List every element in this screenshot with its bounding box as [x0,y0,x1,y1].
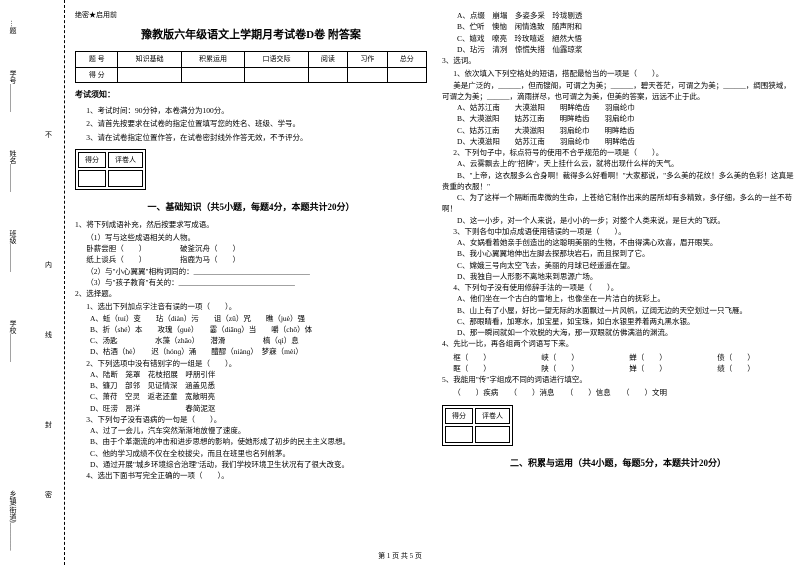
sb-col: 评卷人 [475,408,510,425]
notice-item: 3、请在试卷指定位置作答，在试卷密封线外作答无效，不予评分。 [75,132,427,143]
column-right: A、点缀 崩塌 多姿多采 玲珑剔透 B、伫听 懊恼 闲情逸致 随声附和 C、嬉戏… [442,10,794,555]
binding-top: …题 [8,20,18,34]
q2-oD: D、枯酒（hè） 迟（hónɡ）涌 醴醪（niànɡ） 梦寐（mèi） [75,346,427,357]
q2-s3: 3、下列句子没有语病的一句是（ ）。 [75,414,427,425]
q4-row2: 眶（ ） 陕（ ） 婵（ ） 绩（ ） [442,363,794,374]
section-title-2: 二、积累与运用（共4小题，每题5分，本题共计20分） [442,457,794,471]
q3-oC: C、姑苏江南 大漠滋阳 羽扇纶巾 明眸皓齿 [442,125,794,136]
td: 得 分 [76,67,118,83]
q3-s2: 2、下列句子中，标点符号的使用不合乎规范的一项是（ ）。 [442,147,794,158]
th: 阅读 [308,52,347,68]
q2-o2B: B、镰刀 部邻 见证情深 涵盖见悉 [75,380,427,391]
q2-o2D: D、旺涝 昂洋 春简泥沤 [75,403,427,414]
notice-item: 2、请首先按要求在试卷的指定位置填写您的姓名、班级、学号。 [75,118,427,129]
q2-o2A: A、陆断 笼罩 花枝招展 呼朋引伴 [75,369,427,380]
q2-oC: C、汤匙 水藻（zhǎo） 潜滑 槁（qì）息 [75,335,427,346]
q2-o2C: C、萧苻 空灵 返老还童 宽敞明亮 [75,391,427,402]
score-box-2: 得分评卷人 [442,405,513,446]
side-char: 密 [45,490,52,500]
q2-o3C: C、他的学习成绩不仅在全校拔尖，而且在班里也名列前茅。 [75,448,427,459]
score-table: 题 号 知识基础 积累运用 口语交际 阅读 习作 总分 得 分 [75,51,427,83]
table-row: 得 分 [76,67,427,83]
q3-o2B: B、"上帝，这衣服多么合身啊！裁得多么好看啊！"大家都说，"多么美的花纹！多么美… [442,170,794,193]
binding-class: 班级________ [8,230,18,272]
q3-o3C: C、嫦娥三号向太空飞去，美丽的月球已经遥遥在望。 [442,260,794,271]
score-box: 得分评卷人 [75,149,146,190]
th: 题 号 [76,52,118,68]
page-footer: 第 1 页 共 5 页 [0,551,800,561]
q2-s1: 1、选出下列加点字注音有误的一项（ ）。 [75,301,427,312]
sb-col: 得分 [445,408,473,425]
column-left: 绝密★启用前 豫教版六年级语文上学期月考试卷D卷 附答案 题 号 知识基础 积累… [75,10,427,555]
q2-o3D: D、通过开展"城乡环境综合治理"活动，我们学校环境卫生状况有了很大改变。 [75,459,427,470]
q1-s2: （2）与"小心翼翼"相构词同的：________________________… [75,266,427,277]
exam-title: 豫教版六年级语文上学期月考试卷D卷 附答案 [75,27,427,44]
section-title: 一、基础知识（共5小题，每题4分，本题共计20分） [75,201,427,215]
side-char: 封 [45,420,52,430]
q3-o4B: B、山上有了小屋，好比一望无际的水面飘过一片风帆，辽阔无边的天空划过一只飞雁。 [442,305,794,316]
col2-rD: D、玷污 清冽 惊慌失措 仙露琼浆 [442,44,794,55]
q3-s1: 1、依次填入下列空格处的短语，搭配最恰当的一项是（ ）。 [442,68,794,79]
binding-town: 乡镇(街道)________ [8,490,18,551]
binding-margin: …题 学号________ 姓名________ 班级________ 学校__… [0,0,65,565]
q1-stem: 1、将下列成语补充，然后按要求写成语。 [75,219,427,230]
q3-line1: 美是广泛的，______，但而锼阁，可谓之为美；______，碧天苍茫，可谓之为… [442,80,794,103]
q2-o3A: A、过了一会儿，汽车突然渐渐地放慢了速度。 [75,425,427,436]
q3-oA: A、姑苏江南 大漠滋阳 明眸皓齿 羽扇纶巾 [442,102,794,113]
q5-line: （ ）疾病 （ ）消息 （ ）信息 （ ）文明 [442,387,794,398]
q4-row1: 框（ ） 峡（ ） 蝉（ ） 债（ ） [442,352,794,363]
th: 口语交际 [245,52,308,68]
q2-oB: B、折（shé）本 攻瑰（ɡuè） 霎（diānɡ）当 嚼（chǒ）体 [75,324,427,335]
col2-rC: C、嬉戏 嘹亮 玲玫嘻返 絕然大悟 [442,33,794,44]
q3-o4C: C、那眼睛看，加寒水，加宝星，如宝珠，如白水银里养着两丸黑水银。 [442,316,794,327]
sb-col: 评卷人 [108,152,143,169]
q5-stem: 5、我能用"传"字组成不同的词语进行填空。 [442,374,794,385]
binding-name: 姓名________ [8,150,18,192]
th: 积累运用 [181,52,244,68]
binding-school: 学校________ [8,320,18,362]
binding-student-id: 学号________ [8,70,18,112]
side-char: 不 [45,130,52,140]
q3-oB: B、大漠滋阳 姑苏江南 明眸皓齿 羽扇纶巾 [442,113,794,124]
q3-o3D: D、我独自一人形影不离地来到思源广场。 [442,271,794,282]
notice-item: 1、考试时间：90分钟，本卷满分为100分。 [75,105,427,116]
q3-s4: 4、下列句子没有使用修辞手法的一项是（ ）。 [442,282,794,293]
q2-oA: A、蚯（tuí）变 玷（diàn）污 诅（zǔ）咒 瞧（juè）强 [75,313,427,324]
th: 习作 [348,52,387,68]
notice-title: 考试须知： [75,89,427,101]
col2-rA: A、点缀 崩塌 多姿多采 玲珑剔透 [442,10,794,21]
q1-r1b: 纸上谈兵（ ） 指鹿为马（ ） [75,254,427,265]
th: 知识基础 [118,52,181,68]
q2-s4: 4、选出下面书写完全正确的一项（ ）。 [75,470,427,481]
th: 总分 [387,52,426,68]
q3-o2A: A、云雾飘去上的"招牌"，天上挂什么云，就将出现什么样的天气。 [442,158,794,169]
q1-s3: （3）与"孩子教育"有关的：__________________________… [75,277,427,288]
q3-stem: 3、选词。 [442,55,794,66]
col2-rB: B、伫听 懊恼 闲情逸致 随声附和 [442,21,794,32]
q4-stem: 4、先比一比，再各组两个词语写下来。 [442,338,794,349]
q3-s3: 3、下则各句中加点成语使用错误的一项是（ ）。 [442,226,794,237]
q3-o3A: A、女娲看着她亲手创造出的这聪明美丽的生物，不由得满心欢喜，眉开眼笑。 [442,237,794,248]
q3-o3B: B、我小心翼翼地伸出左脚去探那块岩石，而且探到了它。 [442,248,794,259]
secret-marker: 绝密★启用前 [75,10,427,21]
main-content: 绝密★启用前 豫教版六年级语文上学期月考试卷D卷 附答案 题 号 知识基础 积累… [75,10,795,555]
q1-s1: （1）写与这些成语相关的人物。 [75,232,427,243]
sb-col: 得分 [78,152,106,169]
q3-o2D: D、这一小步，对一个人来说，是小小的一步；对整个人类来说，是巨大的飞跃。 [442,215,794,226]
q2-s2: 2、下列选项中没有错别字的一组是（ ）。 [75,358,427,369]
q3-oD: D、大漠滋阳 姑苏江南 羽扇纶巾 明眸皓齿 [442,136,794,147]
side-char: 内 [45,260,52,270]
side-char: 线 [45,330,52,340]
q2-stem: 2、选择题。 [75,288,427,299]
q3-o4A: A、他们坐在一个古白的雪地上，也像坐在一片洁白的抚彩上。 [442,293,794,304]
q3-o2C: C、为了这样一个隔断而卑微的生命，上苍给它制作出来的居所却有多精致，多仔细，多么… [442,192,794,215]
q1-r1a: 卧薪尝胆（ ） 破釜沉舟（ ） [75,243,427,254]
q2-o3B: B、由于个革潮流的冲击和进步思想的影响，使她形成了初步的民主主义思想。 [75,436,427,447]
table-row: 题 号 知识基础 积累运用 口语交际 阅读 习作 总分 [76,52,427,68]
q3-o4D: D、那一瞬间就如一个欢脱的大海，那一双眼就仿佛满溢的渊流。 [442,327,794,338]
